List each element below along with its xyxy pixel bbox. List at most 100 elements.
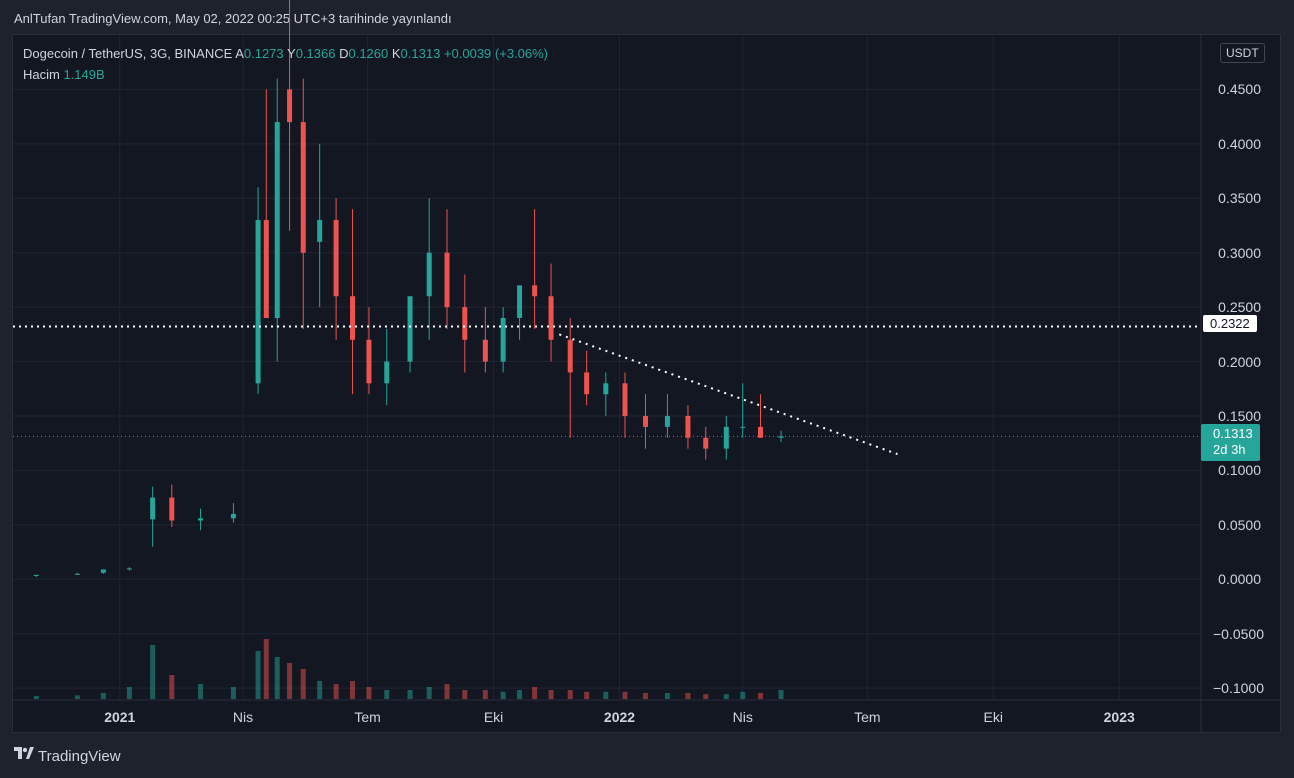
brand-name: TradingView [38,748,121,765]
candle-body [317,220,323,242]
candle-body [100,569,106,573]
price-tick-label: 0.0000 [1218,571,1261,588]
candle-body [384,361,390,384]
candle-body [643,415,649,427]
volume-legend[interactable]: Hacim 1.149B [23,67,105,82]
volume-bar [567,690,573,699]
volume-bar [126,687,132,699]
volume-bar [350,681,356,699]
volume-bar [622,691,628,699]
candle-body [548,296,554,340]
symbol-legend[interactable]: Dogecoin / TetherUS, 3G, BINANCE A0.1273… [23,46,548,61]
price-tick-label: 0.4500 [1218,81,1261,98]
candle-body [778,436,784,438]
volume-bar [462,690,468,699]
bar-countdown: 2d 3h [1213,442,1246,457]
volume-label: Hacim [23,67,60,82]
close-label: K [391,46,401,61]
candle-body [500,318,506,362]
candle-body [407,296,413,362]
volume-bar [444,684,450,699]
candle-body [255,220,261,384]
candle-body [426,252,432,297]
candle-body [758,426,764,438]
time-tick-label: Tem [854,709,881,725]
price-tick-label: 0.2000 [1218,353,1261,370]
grid-lines [13,35,1200,699]
volume-bar [384,690,390,699]
candle-body [74,573,80,575]
volume-bars [33,639,784,699]
volume-bar [758,693,764,699]
volume-bar [603,691,609,699]
symbol-name: Dogecoin / TetherUS, 3G, BINANCE [23,46,233,61]
volume-bar [407,690,413,699]
volume-bar [169,675,175,699]
candle-body [287,89,293,123]
volume-bar [500,691,506,699]
volume-bar [74,695,80,699]
volume-bar [723,694,729,699]
volume-bar [703,694,709,699]
footer-brand[interactable]: TradingView [14,747,121,766]
candle-body [685,415,691,438]
candle-body [482,339,488,362]
high-label: Y [287,46,296,61]
volume-bar [255,651,261,699]
candle-body [300,122,306,253]
volume-bar [333,684,339,699]
published-header: AnlTufan TradingView.com, May 02, 2022 0… [14,11,452,26]
volume-bar [100,693,106,699]
horizontal-line-price-tag: 0.2322 [1203,315,1257,332]
volume-bar [685,693,691,699]
last-price-tag: 0.1313 2d 3h [1201,424,1260,461]
volume-bar [517,690,523,699]
volume-bar [778,690,784,699]
candle-body [664,415,670,427]
time-tick-label: Eki [483,709,504,725]
volume-bar [740,691,746,699]
last-price-value: 0.1313 [1213,426,1253,441]
volume-bar [482,690,488,699]
price-tick-label: 0.3500 [1218,190,1261,207]
price-tick-label: 0.3000 [1218,244,1261,261]
candle-body [33,574,39,576]
price-tick-label: −0.1000 [1213,680,1264,697]
volume-bar [263,639,269,699]
time-tick-label: 2022 [603,709,636,725]
volume-bar [300,669,306,699]
candle-body [169,497,175,521]
open-label: A [235,46,244,61]
candle-body [150,497,156,520]
time-tick-label: Nis [732,709,753,725]
candle-body [230,513,236,519]
candle-body [567,339,573,373]
candle-body [517,285,523,319]
price-tick-label: 0.1500 [1218,407,1261,424]
volume-bar [198,684,204,699]
candle-body [740,426,746,428]
volume-bar [287,663,293,699]
volume-bar [317,681,323,699]
candle-body [622,383,628,416]
time-tick-label: 2023 [1103,709,1135,725]
currency-button[interactable]: USDT [1220,43,1265,63]
tradingview-logo-icon [14,747,34,766]
chart-pane[interactable] [12,34,1281,733]
volume-bar [548,690,554,699]
volume-bar [274,657,280,699]
change-value: +0.0039 (+3.06%) [443,46,549,61]
volume-bar [366,687,372,699]
candle-body [333,220,339,297]
time-tick-label: Nis [232,709,254,725]
candlesticks [33,0,784,578]
volume-bar [532,687,538,699]
volume-bar [584,691,590,699]
high-value: 0.1366 [295,46,336,61]
candle-body [532,285,538,297]
volume-bar [664,693,670,699]
candle-body [444,252,450,308]
candle-body [584,372,590,395]
candle-body [126,568,132,570]
